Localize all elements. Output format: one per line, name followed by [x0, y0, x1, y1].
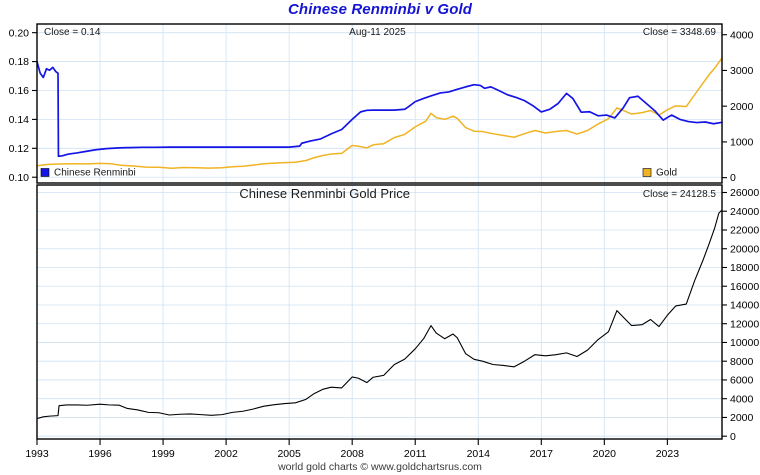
axis-tick-label-right: 0	[730, 172, 736, 184]
legend-label-gold: Gold	[656, 168, 677, 179]
upper-panel: 0.10 0.12 0.14 0.16 0.18 0.20 0 1000 2000 3000 400…	[9, 23, 754, 184]
axis-tick-label-bottom: 2008	[341, 448, 365, 460]
axis-tick-label-left: 0.14	[9, 114, 30, 126]
axis-tick-label-right: 8000	[730, 356, 754, 368]
lower-panel-title: Chinese Renminbi Gold Price	[239, 186, 410, 201]
axis-tick-label-bottom: 2023	[656, 448, 680, 460]
series-line-chinese-renminbi	[36, 60, 723, 158]
upper-left-close-label: Close = 0.14	[44, 27, 101, 38]
axis-tick-label-bottom: 2002	[214, 448, 238, 460]
axis-tick-label-left: 0.16	[9, 85, 30, 97]
axis-tick-label-left: 0.18	[9, 56, 30, 68]
lower-panel: 0 2000 4000 6000 8000 10000 12000 14000 16000 180…	[25, 184, 759, 460]
axis-tick-label-right: 24000	[730, 206, 759, 218]
axis-tick-label-right: 22000	[730, 225, 759, 237]
axis-tick-label-right: 20000	[730, 243, 759, 255]
axis-tick-label-bottom: 2011	[404, 448, 427, 460]
series-line-gold	[36, 57, 723, 170]
axis-tick-label-left: 0.20	[9, 27, 30, 39]
axis-tick-label-right: 2000	[730, 101, 754, 113]
lower-plot-frame	[36, 184, 723, 440]
axis-tick-label-left: 0.12	[9, 143, 30, 155]
axis-tick-label-bottom: 2014	[467, 448, 491, 460]
upper-right-close-label: Close = 3348.69	[643, 27, 717, 38]
axis-tick-label-right: 4000	[730, 393, 754, 405]
axis-tick-label-bottom: 1996	[88, 448, 112, 460]
legend-swatch-gold	[642, 168, 652, 177]
axis-tick-label-right: 2000	[730, 412, 754, 424]
footer-credit: world gold charts © www.goldchartsrus.co…	[278, 461, 482, 473]
upper-date-label: Aug-11 2025	[349, 27, 406, 38]
axis-tick-label-right: 10000	[730, 337, 759, 349]
axis-tick-label-bottom: 2005	[277, 448, 301, 460]
axis-tick-label-right: 3000	[730, 65, 754, 77]
page-title: Chinese Renminbi v Gold	[288, 1, 472, 18]
axis-tick-label-right: 18000	[730, 262, 759, 274]
axis-tick-label-right: 14000	[730, 300, 759, 312]
axis-tick-label-bottom: 2017	[530, 448, 554, 460]
axis-tick-label-left: 0.10	[9, 172, 30, 184]
axis-tick-label-right: 26000	[730, 187, 759, 199]
legend-swatch-renminbi	[40, 168, 50, 177]
axis-tick-label-right: 4000	[730, 29, 754, 41]
axis-tick-label-right: 1000	[730, 137, 754, 149]
axis-tick-label-bottom: 1993	[25, 448, 49, 460]
axis-tick-label-right: 16000	[730, 281, 759, 293]
legend-label-renminbi: Chinese Renminbi	[54, 168, 136, 179]
series-line-chinese-renminbi-gold-price	[36, 209, 723, 420]
axis-tick-label-bottom: 1999	[151, 448, 175, 460]
axis-tick-label-right: 12000	[730, 318, 759, 330]
axis-tick-label-right: 6000	[730, 375, 754, 387]
axis-tick-label-bottom: 2020	[593, 448, 617, 460]
lower-close-label: Close = 24128.5	[643, 189, 717, 200]
axis-tick-label-right: 0	[730, 431, 736, 443]
upper-plot-frame	[36, 23, 723, 184]
